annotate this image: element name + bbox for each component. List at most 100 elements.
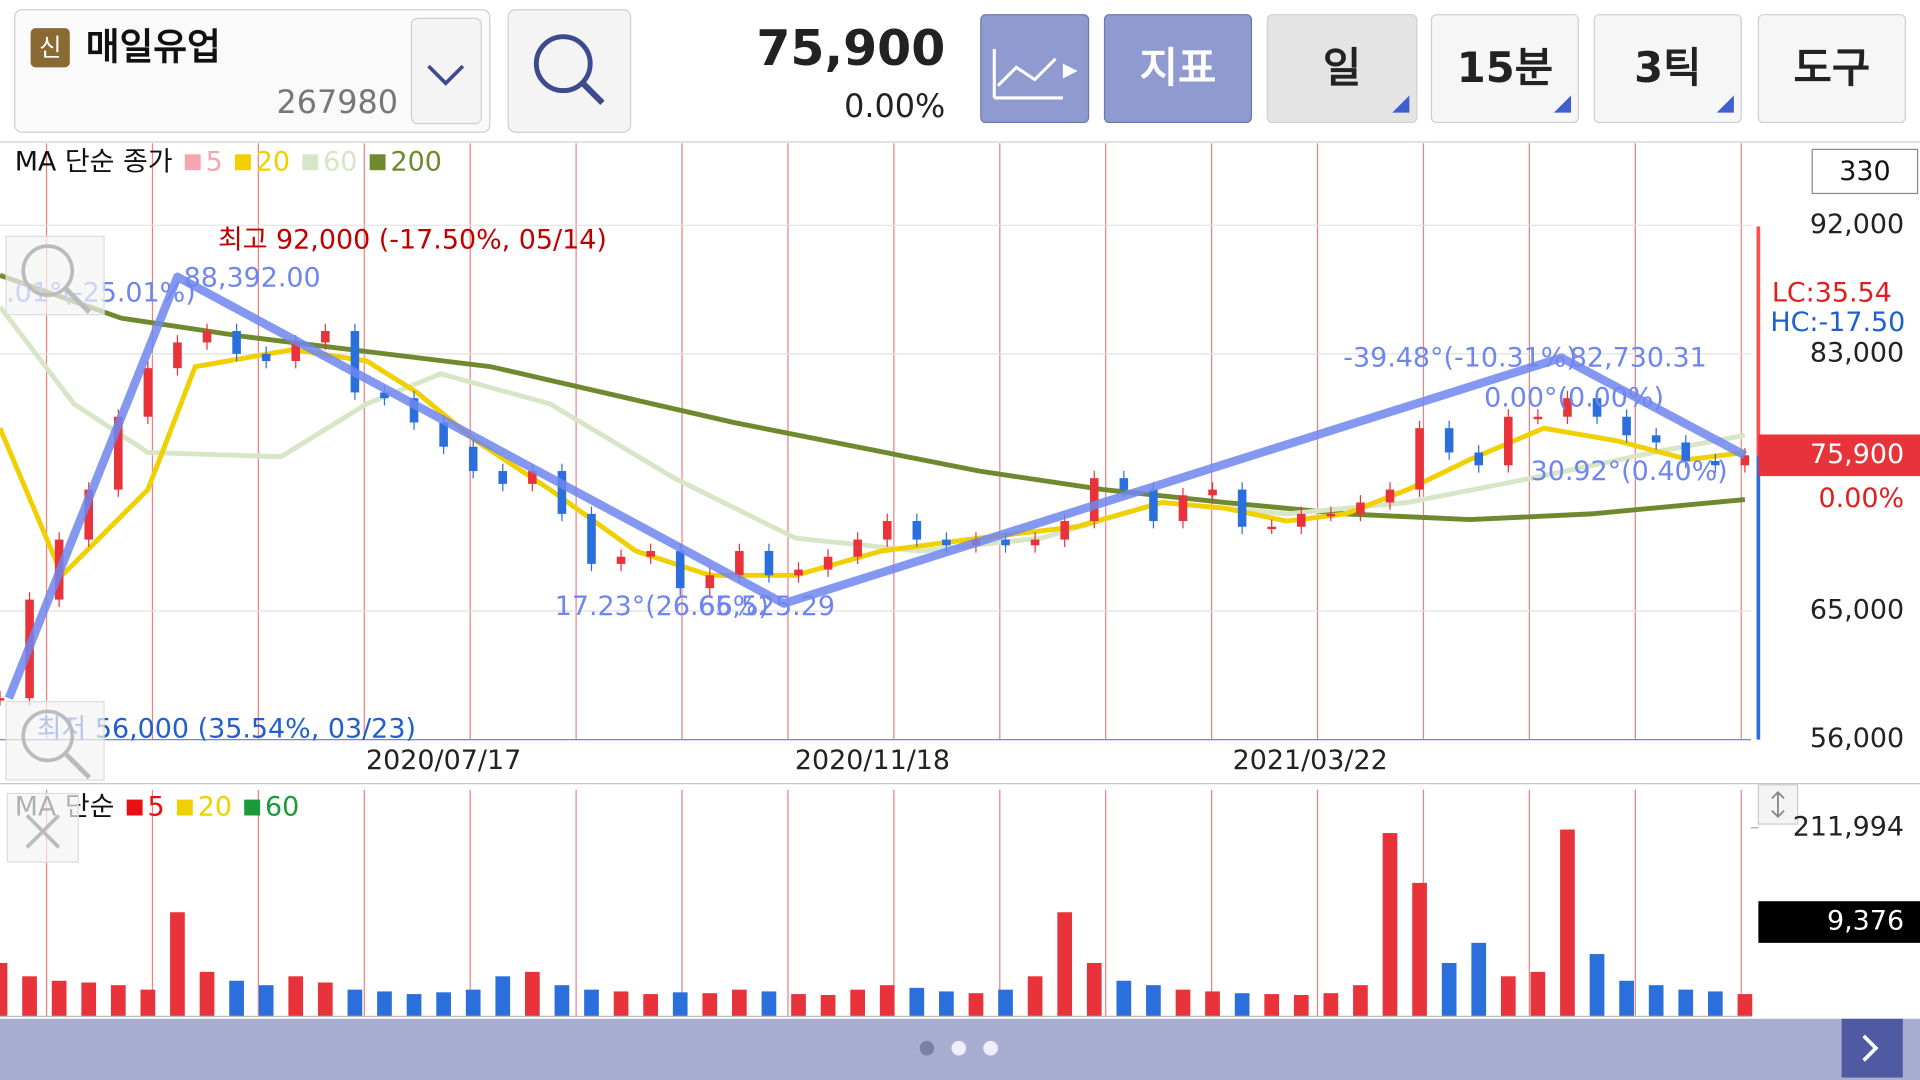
lc-label: LC:35.54 [1772, 277, 1892, 308]
volume-bar [1086, 962, 1102, 1017]
volume-bar [1707, 991, 1723, 1017]
candle [1504, 416, 1513, 466]
hc-label: HC:-17.50 [1770, 307, 1905, 338]
toolbar-button[interactable] [1266, 14, 1418, 124]
volume-bar [761, 991, 777, 1017]
candle [1237, 489, 1247, 527]
volume-bar [258, 985, 274, 1017]
volume-bar [939, 991, 954, 1017]
trendline-label: -39.48°(-10.31%) [1343, 342, 1577, 373]
legend-entry: 5 [148, 792, 165, 823]
dropdown-corner [1553, 95, 1572, 113]
candle [202, 331, 212, 343]
volume-bar [288, 976, 304, 1017]
current-price: 75,900 [756, 20, 945, 77]
volume-bar [613, 991, 629, 1017]
stock-code: 267980 [276, 83, 398, 121]
candle [1533, 416, 1543, 420]
candle [1415, 428, 1424, 490]
candle [1651, 435, 1661, 443]
zoom-icon [21, 244, 75, 297]
candle [498, 471, 508, 484]
stock-box[interactable] [14, 9, 491, 133]
candle [114, 416, 123, 490]
volume-bar [524, 971, 540, 1017]
toolbar-button-label: 도구 [1794, 43, 1871, 92]
page-dot[interactable] [951, 1040, 967, 1056]
volume-bar [1116, 980, 1132, 1017]
volume-bar [820, 994, 836, 1017]
candle [1356, 502, 1365, 514]
volume-bar [1589, 954, 1605, 1017]
candle [439, 422, 448, 447]
candle [84, 489, 94, 540]
volume-bar [406, 994, 422, 1017]
toolbar-button[interactable] [1430, 14, 1579, 124]
candle [1326, 513, 1336, 517]
candle [1089, 478, 1099, 522]
candle [1385, 489, 1395, 503]
toolbar-button[interactable] [1757, 14, 1906, 124]
toolbar-button[interactable] [1593, 14, 1742, 124]
volume-bar [1678, 989, 1694, 1017]
candle [1444, 428, 1454, 453]
volume-bar [791, 994, 806, 1017]
x-tick-label: 2020/11/18 [795, 745, 950, 776]
candle [1563, 398, 1572, 417]
volume-bar [495, 976, 511, 1017]
candle [1030, 539, 1040, 546]
search-icon-handle [580, 81, 605, 106]
volume-bar [1500, 976, 1516, 1017]
close-button[interactable] [6, 792, 79, 863]
candle [321, 331, 330, 343]
legend-swatch [302, 154, 319, 171]
candle [1178, 495, 1188, 522]
candle [232, 331, 241, 354]
search-icon [533, 34, 593, 94]
volume-bar [732, 989, 747, 1017]
candle [1711, 461, 1720, 466]
trendline-label: 65,525.29 [698, 591, 835, 622]
chart-type-button[interactable] [980, 14, 1090, 124]
candle [409, 398, 419, 423]
toolbar-button-label: 지표 [1140, 43, 1217, 92]
legend-entry: 60 [323, 146, 357, 177]
candle [1681, 442, 1691, 462]
candle [1149, 489, 1158, 522]
dropdown-button[interactable] [410, 17, 482, 125]
candle [616, 556, 626, 564]
candle [853, 539, 862, 557]
volume-bar [110, 985, 126, 1017]
volume-bar [554, 985, 570, 1017]
last-change-label: 0.00% [1819, 483, 1905, 514]
legend-swatch [126, 799, 143, 816]
volume-bar [1412, 882, 1427, 1017]
trendline-label: 88,392.00 [184, 263, 321, 294]
toolbar-button[interactable] [1103, 14, 1253, 124]
candle [173, 342, 182, 369]
volume-bar [1323, 993, 1339, 1017]
volume-bar [702, 993, 718, 1017]
legend-entry: 20 [256, 146, 290, 177]
volume-bar [1146, 985, 1161, 1017]
volume-bar [199, 971, 215, 1017]
candle [1060, 521, 1069, 540]
zoom-icon [21, 709, 75, 763]
candle [1592, 398, 1602, 417]
candle [942, 539, 951, 546]
next-icon [1862, 1034, 1879, 1062]
search-button[interactable] [507, 9, 632, 133]
candle [823, 556, 833, 570]
current-volume-label: 9,376 [1827, 906, 1904, 937]
page-dot[interactable] [983, 1040, 998, 1056]
candle [1740, 455, 1750, 466]
page-dot[interactable] [919, 1040, 935, 1056]
candle [735, 551, 744, 576]
last-price-box [1758, 434, 1920, 477]
close-icon [25, 814, 61, 849]
volume-bar [377, 991, 392, 1017]
trendline-label: 17.23°(26.66%) [555, 591, 769, 622]
volume-bar [1530, 971, 1546, 1017]
candle [1474, 452, 1484, 466]
next-button[interactable] [1841, 1018, 1903, 1078]
